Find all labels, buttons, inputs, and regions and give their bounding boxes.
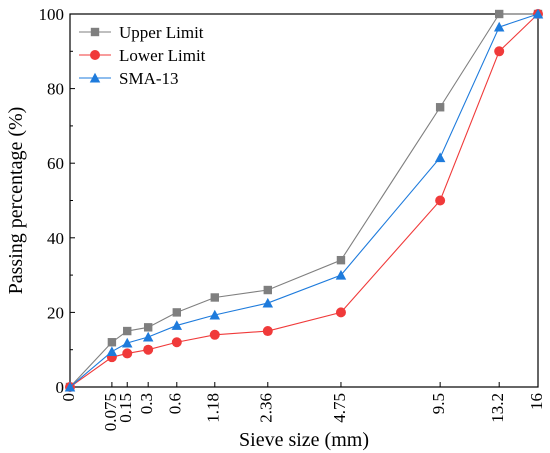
data-point-square bbox=[90, 27, 100, 37]
data-point-square bbox=[435, 103, 445, 112]
y-tick-label: 100 bbox=[39, 5, 65, 24]
y-tick-label: 60 bbox=[47, 154, 64, 173]
y-tick-label: 20 bbox=[47, 303, 64, 322]
data-point-square bbox=[123, 326, 132, 336]
series-layer bbox=[64, 8, 544, 392]
data-point-triangle bbox=[262, 297, 274, 308]
data-point-triangle bbox=[493, 21, 505, 32]
y-tick-label: 80 bbox=[47, 80, 64, 99]
data-point-triangle bbox=[121, 337, 133, 348]
data-point-triangle bbox=[434, 152, 446, 163]
x-tick-label: 9.5 bbox=[429, 393, 448, 414]
y-axis: 0 20 40 60 80 100 bbox=[39, 5, 75, 397]
data-point-circle bbox=[494, 46, 505, 57]
x-tick-label: 0.3 bbox=[137, 393, 156, 414]
data-point-circle bbox=[143, 344, 154, 355]
x-tick-label: 0.6 bbox=[166, 393, 185, 414]
x-tick-label: 0 bbox=[59, 393, 78, 402]
data-point-circle bbox=[262, 326, 273, 337]
data-point-circle bbox=[90, 50, 100, 60]
data-point-square bbox=[210, 293, 219, 302]
x-tick-label: 4.75 bbox=[330, 393, 349, 423]
data-point-circle bbox=[435, 195, 446, 206]
x-tick-label: 16 bbox=[527, 393, 546, 410]
legend-label: Upper Limit bbox=[119, 23, 204, 42]
x-axis-title: Sieve size (mm) bbox=[239, 429, 369, 451]
x-tick-label: 1.18 bbox=[204, 393, 223, 423]
data-point-square bbox=[107, 338, 117, 347]
data-point-triangle bbox=[106, 346, 118, 357]
legend: Upper Limit Lower Limit SMA-13 bbox=[79, 23, 206, 88]
legend-label: Lower Limit bbox=[119, 46, 206, 65]
series-lower-limit bbox=[65, 9, 543, 392]
data-point-square bbox=[336, 255, 346, 265]
data-point-triangle bbox=[142, 331, 154, 342]
x-tick-label: 2.36 bbox=[257, 393, 276, 423]
data-point-triangle bbox=[171, 320, 183, 330]
legend-label: SMA-13 bbox=[119, 69, 179, 88]
data-point-triangle bbox=[532, 8, 544, 19]
x-tick-label: 0.075 bbox=[101, 393, 120, 431]
y-axis-title: Passing percentage (%) bbox=[5, 107, 27, 295]
data-point-square bbox=[494, 9, 504, 19]
data-point-square bbox=[172, 308, 181, 317]
y-tick-label: 0 bbox=[56, 378, 65, 397]
data-point-triangle bbox=[209, 309, 221, 320]
y-tick-label: 40 bbox=[47, 229, 64, 248]
data-point-triangle bbox=[335, 269, 347, 280]
data-point-square bbox=[263, 285, 272, 295]
series-sma-13 bbox=[64, 8, 544, 392]
series-upper-limit bbox=[65, 9, 543, 392]
data-point-circle bbox=[335, 307, 346, 318]
data-point-circle bbox=[209, 329, 220, 340]
data-point-square bbox=[143, 323, 153, 332]
x-tick-label: 13.2 bbox=[488, 393, 507, 423]
data-point-circle bbox=[122, 348, 133, 359]
data-point-circle bbox=[171, 337, 182, 348]
data-point-triangle bbox=[89, 72, 101, 83]
x-tick-label: 0.15 bbox=[116, 393, 135, 423]
data-point-triangle bbox=[64, 381, 76, 392]
